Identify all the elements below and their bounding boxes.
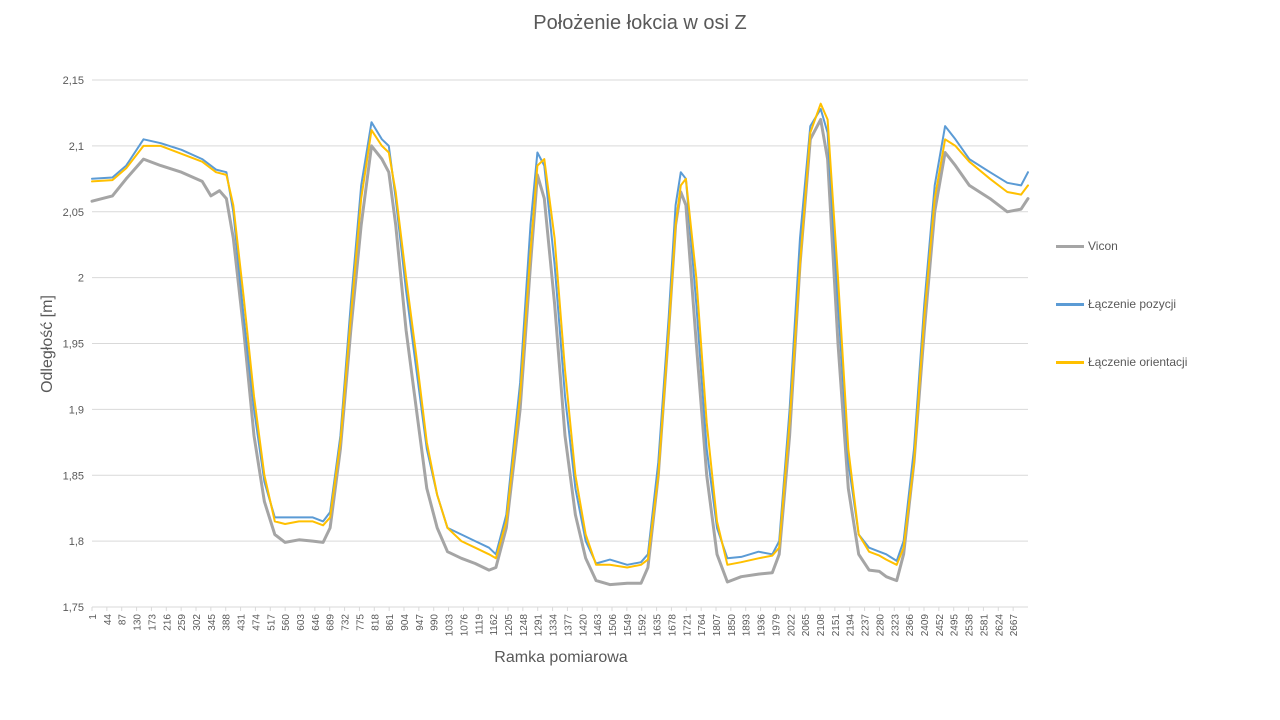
x-tick-label: 990: [430, 614, 441, 631]
x-tick-label: 1377: [563, 614, 574, 637]
x-tick-label: 2323: [890, 614, 901, 637]
x-tick-label: 560: [281, 614, 292, 631]
series-line-łączenie-orientacji: [91, 102, 1029, 569]
x-tick-label: 517: [266, 614, 277, 631]
x-tick-label: 1850: [727, 614, 738, 637]
x-tick-label: 818: [370, 614, 381, 631]
x-tick-label: 732: [341, 614, 352, 631]
series-lines: [90, 102, 1030, 587]
series-line-vicon: [90, 118, 1030, 587]
y-axis-label: Odległość [m]: [39, 295, 56, 393]
x-tick-label: 2237: [861, 614, 872, 637]
y-tick-labels: 1,75 1,8 1,85 1,9 1,95 2 2,05 2,1 2,15: [63, 75, 84, 614]
x-tick-label: 2495: [950, 614, 961, 637]
x-tick-label: 474: [251, 614, 262, 631]
x-tick-label: 1506: [608, 614, 619, 637]
x-tick-label: 947: [415, 614, 426, 631]
x-tick-label: 1: [88, 614, 99, 620]
x-tick-label: 1635: [653, 614, 664, 637]
x-tick-label: 345: [207, 614, 218, 631]
series-line-łączenie-pozycji: [91, 108, 1029, 566]
x-tick-label: 1807: [712, 614, 723, 637]
x-tick-label: 2366: [905, 614, 916, 637]
x-tick-label: 2409: [920, 614, 931, 637]
x-tick-label: 388: [222, 614, 233, 631]
x-tick-label: 2065: [801, 614, 812, 637]
x-tick-label: 1334: [549, 614, 560, 637]
x-tick-label: 1033: [445, 614, 456, 637]
legend-swatch-laczenie-pozycji: [1056, 302, 1084, 306]
x-tick-label: 1549: [623, 614, 634, 637]
legend-swatch-laczenie-orientacji: [1056, 360, 1084, 364]
x-tick-label: 216: [162, 614, 173, 631]
legend-item-laczenie-pozycji: Łączenie pozycji: [1056, 294, 1256, 314]
chart-title: Położenie łokcia w osi Z: [533, 12, 747, 34]
x-tick-label: 2151: [831, 614, 842, 637]
y-tick-label: 2,1: [69, 141, 84, 153]
x-tick-label: 1291: [534, 614, 545, 637]
x-tick-label: 87: [118, 614, 129, 626]
x-tick-label: 2022: [786, 614, 797, 637]
y-tick-label: 1,8: [69, 536, 84, 548]
legend-item-laczenie-orientacji: Łączenie orientacji: [1056, 352, 1256, 372]
x-tick-label: 2194: [846, 614, 857, 637]
x-tick-label: 646: [311, 614, 322, 631]
x-tick-label: 904: [400, 614, 411, 631]
x-tick-label: 1162: [489, 614, 500, 636]
x-tick-label: 44: [103, 614, 114, 626]
legend-label-vicon: Vicon: [1088, 239, 1118, 253]
legend-label-laczenie-orientacji: Łączenie orientacji: [1088, 355, 1188, 369]
x-tick-label: 2108: [816, 614, 827, 637]
x-tick-label: 1592: [638, 614, 649, 637]
x-tick-label: 2452: [935, 614, 946, 637]
x-tick-label: 259: [177, 614, 188, 631]
legend-label-laczenie-pozycji: Łączenie pozycji: [1088, 297, 1177, 311]
x-tick-label: 1764: [697, 614, 708, 637]
x-tick-label: 431: [237, 614, 248, 631]
x-tick-labels: 1 44 87 130 173 216 259 302 345 388 431 474 517 560 60…: [88, 607, 1020, 636]
x-tick-label: 1979: [771, 614, 782, 637]
x-tick-label: 2624: [994, 614, 1005, 637]
x-tick-label: 2581: [979, 614, 990, 637]
x-tick-label: 173: [147, 614, 158, 631]
x-tick-label: 1678: [667, 614, 678, 637]
x-tick-label: 1893: [742, 614, 753, 637]
x-tick-label: 1205: [504, 614, 515, 637]
x-tick-label: 2667: [1009, 614, 1020, 637]
x-tick-label: 1076: [459, 614, 470, 637]
x-tick-label: 1248: [519, 614, 530, 637]
legend-swatch-vicon: [1056, 244, 1084, 248]
y-tick-label: 2: [78, 273, 84, 285]
x-tick-label: 689: [326, 614, 337, 631]
x-tick-label: 1936: [757, 614, 768, 637]
x-tick-label: 1119: [474, 614, 485, 635]
x-tick-label: 775: [355, 614, 366, 631]
x-tick-label: 1721: [682, 614, 693, 637]
y-tick-label: 1,75: [63, 602, 84, 614]
x-tick-label: 603: [296, 614, 307, 631]
y-tick-label: 1,85: [63, 470, 84, 482]
y-tick-label: 1,95: [63, 339, 84, 351]
x-tick-label: 861: [385, 614, 396, 631]
x-tick-label: 130: [133, 614, 144, 631]
y-tick-label: 2,05: [63, 207, 84, 219]
legend-item-vicon: Vicon: [1056, 236, 1256, 256]
x-axis-label: Ramka pomiarowa: [494, 649, 627, 666]
x-tick-label: 1420: [578, 614, 589, 637]
x-tick-label: 2280: [875, 614, 886, 637]
x-tick-label: 2538: [965, 614, 976, 637]
x-tick-label: 1463: [593, 614, 604, 637]
x-tick-label: 302: [192, 614, 203, 631]
y-tick-label: 1,9: [69, 404, 84, 416]
y-tick-label: 2,15: [63, 75, 84, 87]
